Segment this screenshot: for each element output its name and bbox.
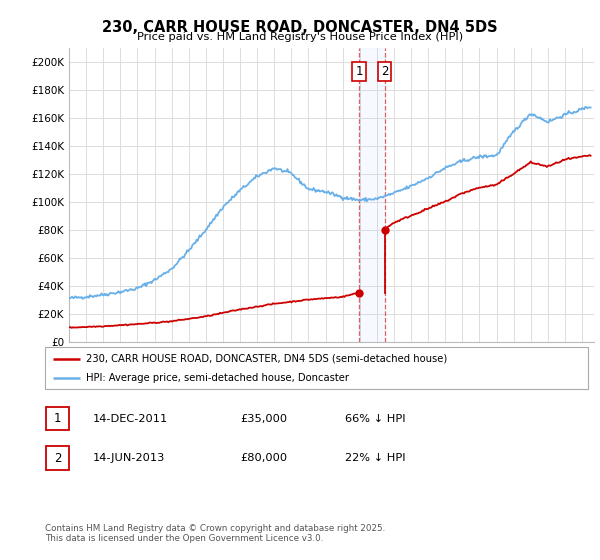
Text: 14-JUN-2013: 14-JUN-2013	[93, 453, 166, 463]
Text: £80,000: £80,000	[240, 453, 287, 463]
Text: 230, CARR HOUSE ROAD, DONCASTER, DN4 5DS: 230, CARR HOUSE ROAD, DONCASTER, DN4 5DS	[102, 20, 498, 35]
Text: 2: 2	[381, 65, 388, 78]
Text: 1: 1	[355, 65, 363, 78]
Bar	[359, 48, 385, 342]
Text: 2: 2	[54, 451, 61, 465]
Text: £35,000: £35,000	[240, 414, 287, 424]
Text: 14-DEC-2011: 14-DEC-2011	[93, 414, 168, 424]
Text: HPI: Average price, semi-detached house, Doncaster: HPI: Average price, semi-detached house,…	[86, 373, 349, 383]
Text: 1: 1	[54, 412, 61, 426]
FancyBboxPatch shape	[46, 446, 69, 470]
Text: 66% ↓ HPI: 66% ↓ HPI	[345, 414, 406, 424]
Text: 230, CARR HOUSE ROAD, DONCASTER, DN4 5DS (semi-detached house): 230, CARR HOUSE ROAD, DONCASTER, DN4 5DS…	[86, 353, 447, 363]
FancyBboxPatch shape	[46, 407, 69, 431]
FancyBboxPatch shape	[45, 347, 588, 389]
Text: Contains HM Land Registry data © Crown copyright and database right 2025.
This d: Contains HM Land Registry data © Crown c…	[45, 524, 385, 543]
Text: Price paid vs. HM Land Registry's House Price Index (HPI): Price paid vs. HM Land Registry's House …	[137, 32, 463, 43]
Text: 22% ↓ HPI: 22% ↓ HPI	[345, 453, 406, 463]
